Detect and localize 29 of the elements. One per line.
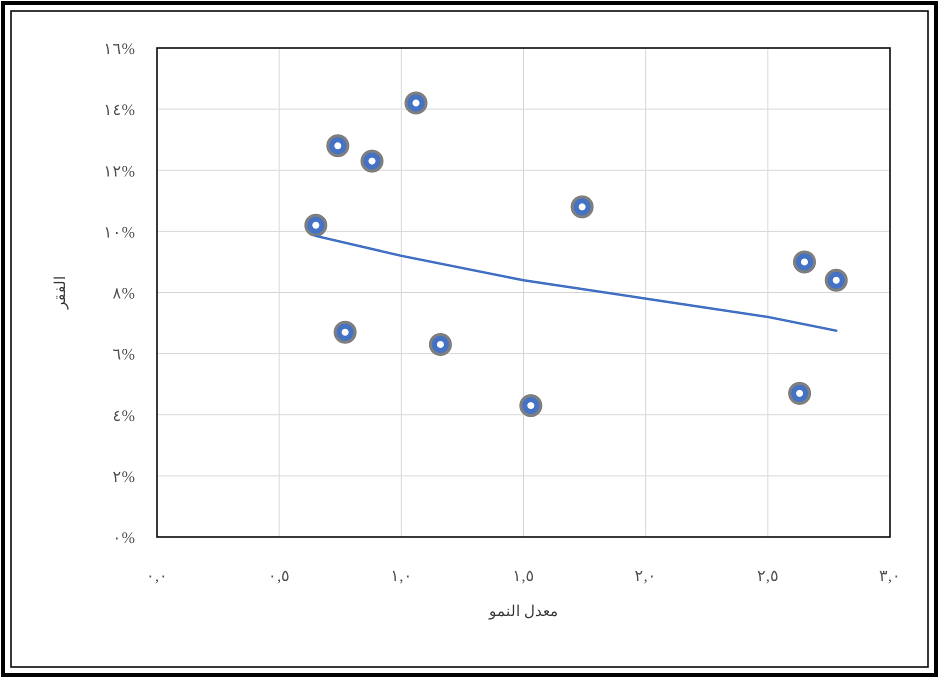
- point: [428, 332, 452, 356]
- point: [304, 214, 328, 237]
- x-axis-title: معدل النمو: [488, 604, 558, 620]
- x-tick-label: ٢,٥: [756, 568, 779, 585]
- point: [334, 320, 357, 344]
- point: [360, 150, 384, 173]
- y-tick-label: ١٦%: [104, 41, 135, 58]
- point: [824, 268, 848, 292]
- y-tick-label: ٢%: [112, 468, 135, 486]
- x-tick-label: ٠,٥: [268, 568, 290, 585]
- point: [792, 250, 816, 274]
- x-tick-label: ١,٥: [512, 568, 534, 585]
- y-tick-label: ٤%: [112, 408, 135, 425]
- y-tick-label: ١٠%: [104, 224, 135, 242]
- x-tick-label: ٠,٠: [146, 568, 168, 585]
- y-tick-label: ٦%: [112, 346, 135, 364]
- y-tick-label: ١٢%: [104, 163, 135, 180]
- x-tick-label: ٣,٠: [879, 568, 901, 585]
- point: [326, 134, 350, 158]
- x-tick-label: ١,٠: [390, 568, 412, 585]
- y-axis-title: الفقر: [53, 276, 69, 310]
- point: [788, 382, 812, 405]
- y-tick-label: ٨%: [112, 286, 135, 302]
- point: [404, 92, 428, 115]
- point: [570, 195, 594, 218]
- point: [519, 394, 542, 418]
- x-tick-label: ٢,٠: [634, 568, 657, 585]
- y-tick-label: ٠%: [112, 530, 135, 547]
- y-tick-label: ١٤%: [104, 102, 135, 120]
